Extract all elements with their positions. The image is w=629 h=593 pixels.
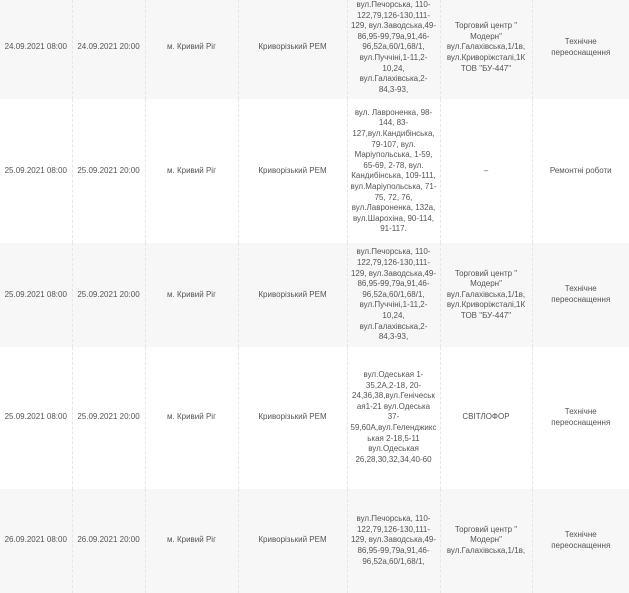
cell-start-time: 24.09.2021 08:00: [4, 42, 67, 52]
cell-work-type: Технічне переоснащення: [531, 346, 629, 489]
cell-end-time: 25.09.2021 20:00: [71, 346, 145, 489]
table-row: 25.09.2021 08:00 25.09.2021 20:00 м. Криви…: [0, 99, 629, 244]
cell-rem-unit: Криворізький РЕМ: [237, 488, 347, 593]
cell-work-type: Технічне переоснащення: [531, 243, 629, 347]
cell-start-time: 25.09.2021 08:00: [4, 166, 67, 176]
cell-start-time: 26.09.2021 08:00: [4, 535, 67, 545]
cell-objects: –: [439, 99, 532, 244]
cell-start-time: 25.09.2021 08:00: [4, 412, 67, 422]
cell-rem-unit: Криворізький РЕМ: [237, 243, 347, 347]
cell-end-time: 24.09.2021 20:00: [71, 0, 145, 100]
cell-streets: вул.Печорська, 110-122,79,126-130,111-12…: [346, 243, 440, 347]
cell-work-type: Технічне переоснащення: [531, 0, 629, 100]
cell-rem-unit: Криворізький РЕМ: [237, 99, 347, 244]
table-row: 26.09.2021 08:00 26.09.2021 20:00 м. Криви…: [0, 488, 629, 593]
cell-end-time: 26.09.2021 20:00: [71, 488, 145, 593]
cell-city: м. Кривий Ріг: [144, 488, 238, 593]
cell-city: м. Кривий Ріг: [144, 99, 238, 244]
cell-streets: вул.Печорська, 110-122,79,126-130,111-12…: [346, 488, 440, 593]
cell-streets: вул.Одеськая 1-35,2А,2-18, 20-24,36,38,в…: [346, 346, 440, 489]
cell-objects: Торговий центр " Модерн" вул.Галахівська…: [439, 0, 532, 100]
cell-work-type: Ремонтні роботи: [531, 99, 629, 244]
cell-rem-unit: Криворізький РЕМ: [237, 0, 347, 100]
cell-end-time: 25.09.2021 20:00: [71, 243, 145, 347]
table-row: 24.09.2021 08:00 24.09.2021 20:00 м. Криви…: [0, 0, 629, 100]
cell-city: м. Кривий Ріг: [144, 346, 238, 489]
cell-city: м. Кривий Ріг: [144, 243, 238, 347]
cell-rem-unit: Криворізький РЕМ: [237, 346, 347, 489]
cell-objects: Торговий центр " Модерн" вул.Галахівська…: [439, 488, 532, 593]
cell-objects: СВІТЛОФОР: [439, 346, 532, 489]
cell-objects: Торговий центр " Модерн" вул.Галахівська…: [439, 243, 532, 347]
cell-work-type: Технічне переоснащення: [531, 488, 629, 593]
cell-streets: вул. Лавроненка, 98-144, 83-127,вул.Канд…: [346, 99, 440, 244]
table-row: 25.09.2021 08:00 25.09.2021 20:00 м. Криви…: [0, 346, 629, 489]
cell-end-time: 25.09.2021 20:00: [71, 99, 145, 244]
cell-streets: вул.Печорська, 110-122,79,126-130,111-12…: [346, 0, 440, 100]
cell-city: м. Кривий Ріг: [144, 0, 238, 100]
cell-start-time: 25.09.2021 08:00: [4, 289, 67, 299]
table-row: 25.09.2021 08:00 25.09.2021 20:00 м. Криви…: [0, 243, 629, 347]
